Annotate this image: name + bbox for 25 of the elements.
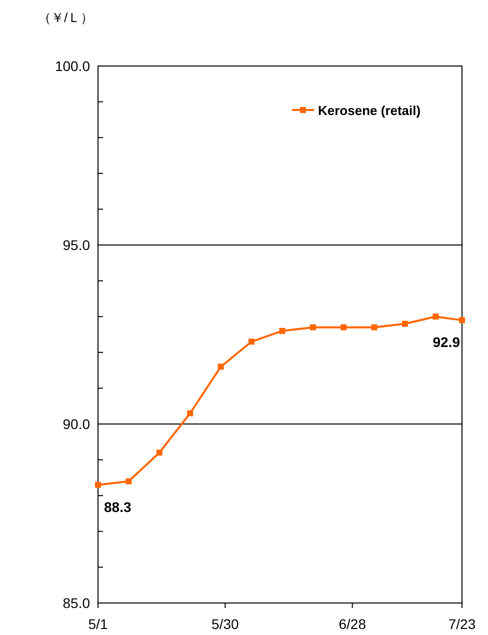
y-axis-title: （￥/Ｌ）: [38, 10, 94, 25]
point: [187, 410, 194, 416]
point: [402, 320, 408, 327]
point: [279, 328, 286, 334]
data-label: 92.9: [432, 334, 460, 350]
x-tick-label: 5/1: [88, 616, 108, 632]
point: [459, 317, 465, 324]
point: [156, 450, 162, 456]
data-label: 88.3: [104, 498, 132, 515]
point: [432, 314, 439, 320]
point: [371, 324, 378, 330]
x-tick-label: 7/23: [448, 616, 476, 632]
x-tick-label: 6/28: [338, 616, 366, 632]
legend-label: Kerosene (retail): [318, 103, 421, 118]
point: [218, 364, 224, 370]
point: [248, 338, 254, 345]
point: [95, 482, 101, 488]
y-tick-label: 95.0: [62, 237, 90, 253]
point: [340, 324, 347, 330]
x-tick-label: 5/30: [212, 616, 240, 632]
point: [126, 478, 132, 484]
point: [310, 324, 316, 330]
y-tick-label: 100.0: [54, 58, 90, 74]
y-tick-label: 85.0: [62, 595, 90, 611]
y-tick-label: 90.0: [62, 416, 90, 432]
